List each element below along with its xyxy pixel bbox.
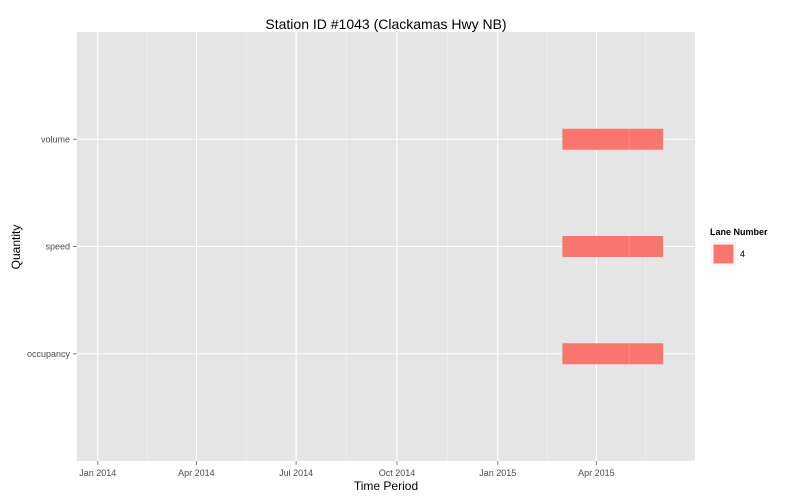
- x-tick-label: Oct 2014: [379, 468, 416, 478]
- x-tick-label: Jul 2014: [279, 468, 313, 478]
- timeline-bar-occupancy: [562, 343, 664, 365]
- y-tick-label: speed: [45, 242, 70, 252]
- y-tick-label: occupancy: [27, 349, 71, 359]
- y-tick-label: volume: [41, 134, 70, 144]
- legend: Lane Number 4: [710, 227, 768, 266]
- legend-key-swatch: [712, 243, 735, 265]
- legend-label: 4: [740, 249, 745, 259]
- x-tick-label: Apr 2015: [578, 468, 615, 478]
- x-axis-title: Time Period: [354, 479, 418, 493]
- x-tick-label: Jan 2014: [79, 468, 116, 478]
- y-axis-title: Quantity: [9, 225, 23, 270]
- timeline-bar-speed: [562, 236, 664, 257]
- plot-area: Jan 2014 Apr 2014 Jul 2014 Oct 2014 Jan 2015…: [27, 32, 695, 478]
- timeline-bar-volume: [562, 128, 664, 150]
- x-tick-label: Apr 2014: [178, 468, 215, 478]
- legend-title: Lane Number: [710, 227, 768, 237]
- x-tick-label: Jan 2015: [479, 468, 516, 478]
- chart-title: Station ID #1043 (Clackamas Hwy NB): [265, 16, 506, 32]
